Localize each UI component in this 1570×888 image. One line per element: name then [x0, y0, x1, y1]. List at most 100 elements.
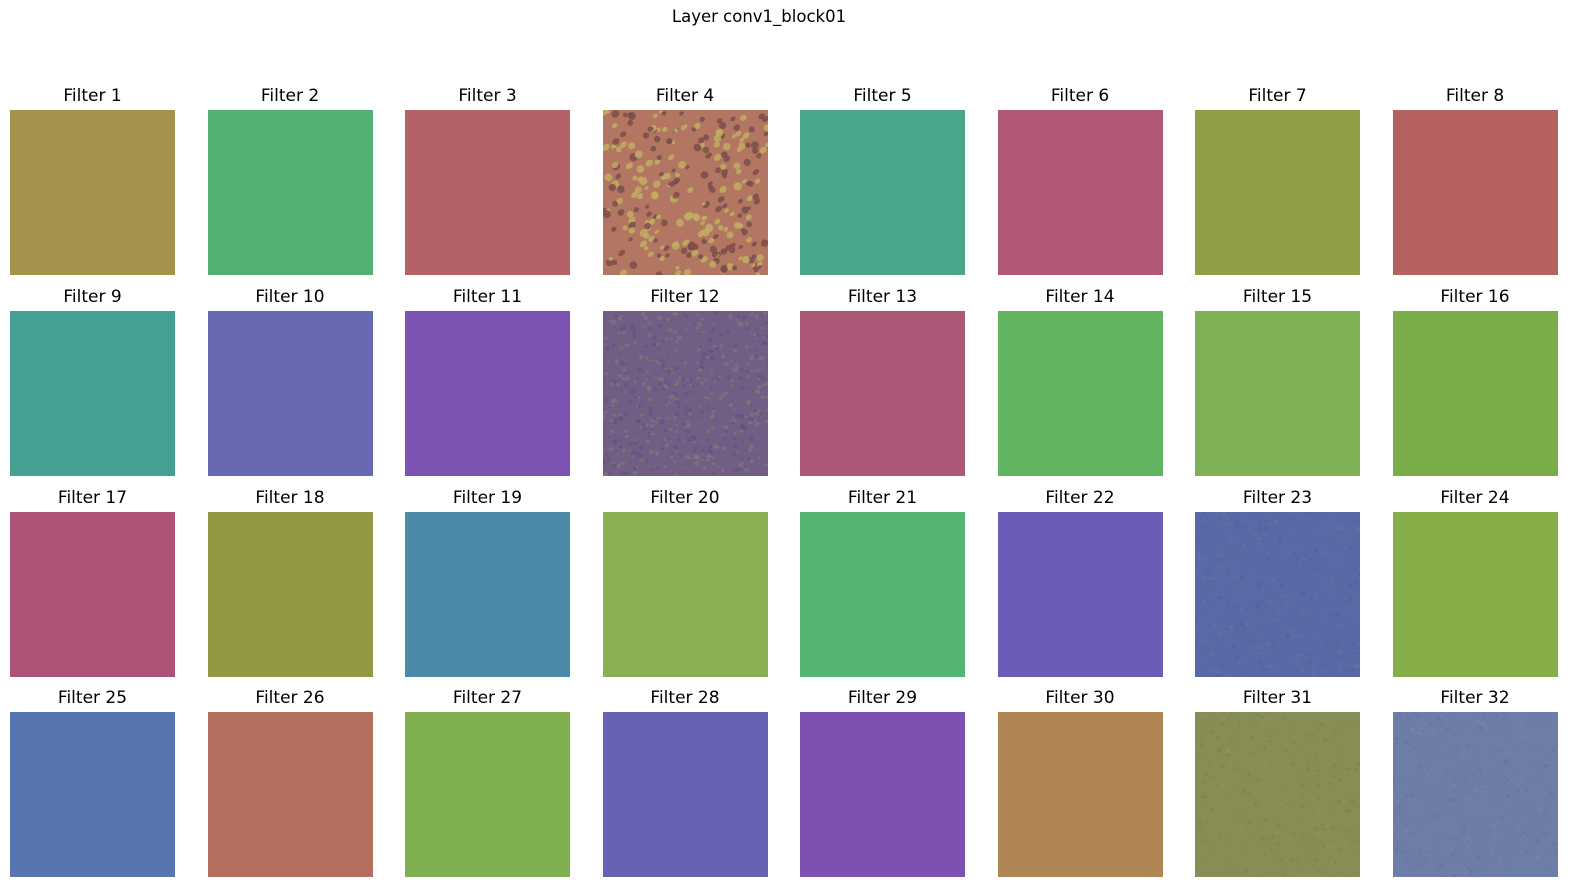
filter-image: [997, 511, 1163, 677]
filter-title: Filter 27: [452, 688, 523, 709]
filter-cell: Filter 25: [10, 688, 175, 880]
filter-image: [1392, 310, 1558, 476]
filter-visualization: [602, 712, 768, 878]
filter-image: [10, 110, 175, 275]
filter-image: [207, 110, 373, 275]
filter-cell: Filter 19: [405, 488, 570, 680]
filter-cell: Filter 28: [602, 688, 768, 880]
filter-visualization: [405, 712, 570, 878]
filter-visualization: [405, 511, 570, 677]
filter-cell: Filter 6: [997, 86, 1163, 278]
filter-image: [800, 511, 965, 677]
filter-visualization: [800, 712, 965, 878]
filter-cell: Filter 7: [1195, 86, 1360, 278]
filter-title: Filter 24: [1440, 487, 1510, 508]
filter-visualization: [1392, 712, 1558, 878]
filter-visualization: [405, 310, 570, 476]
filter-image: [800, 310, 965, 476]
filter-grid: Filter 1 Filter 2 Filter 3 Filter 4 Filter 5…: [10, 86, 1558, 888]
filter-image: [1195, 310, 1360, 476]
filter-title: Filter 3: [458, 86, 517, 106]
filter-visualization: [207, 310, 373, 476]
filter-cell: Filter 1: [10, 86, 175, 278]
filter-title: Filter 10: [255, 286, 325, 307]
filter-cell: Filter 18: [207, 488, 373, 680]
filter-cell: Filter 24: [1392, 488, 1558, 680]
filter-image: [997, 110, 1163, 275]
filter-visualization: [1392, 110, 1558, 275]
filter-image: [10, 511, 175, 677]
filter-cell: Filter 30: [997, 688, 1163, 880]
filter-image: [10, 712, 175, 878]
filter-title: Filter 23: [1242, 487, 1313, 508]
filter-title: Filter 17: [57, 487, 128, 508]
filter-title: Filter 8: [1445, 86, 1505, 106]
filter-title: Filter 31: [1242, 688, 1313, 709]
filter-title: Filter 18: [255, 487, 325, 508]
filter-visualization: [997, 511, 1163, 677]
filter-cell: Filter 32: [1392, 688, 1558, 880]
filter-title: Filter 16: [1440, 286, 1510, 307]
filter-title: Filter 30: [1045, 688, 1115, 709]
filter-title: Filter 29: [847, 688, 918, 709]
filter-image: [207, 712, 373, 878]
filter-visualization: [207, 110, 373, 275]
filter-image: [1195, 712, 1360, 878]
filter-visualization: [602, 110, 768, 275]
filter-visualization: [1392, 511, 1558, 677]
filter-cell: Filter 8: [1392, 86, 1558, 278]
filter-visualization: [207, 511, 373, 677]
filter-image: [602, 110, 768, 275]
filter-title: Filter 22: [1045, 487, 1115, 508]
filter-cell: Filter 10: [207, 287, 373, 479]
filter-title: Filter 15: [1242, 286, 1313, 307]
filter-title: Filter 6: [1050, 86, 1110, 106]
filter-title: Filter 26: [255, 688, 325, 709]
filter-title: Filter 19: [452, 487, 523, 508]
filter-image: [1392, 110, 1558, 275]
filter-visualization: [1195, 712, 1360, 878]
filter-title: Filter 12: [650, 286, 720, 307]
filter-image: [405, 511, 570, 677]
filter-visualization: [10, 511, 175, 677]
filter-cell: Filter 14: [997, 287, 1163, 479]
filter-image: [405, 310, 570, 476]
filter-cell: Filter 23: [1195, 488, 1360, 680]
filter-title: Filter 25: [57, 688, 128, 709]
figure-title: Layer conv1_block01: [671, 7, 847, 26]
filter-title: Filter 5: [853, 86, 912, 106]
filter-image: [602, 511, 768, 677]
filter-cell: Filter 20: [602, 488, 768, 680]
filter-image: [1392, 511, 1558, 677]
filter-cell: Filter 26: [207, 688, 373, 880]
filter-title: Filter 2: [260, 86, 320, 106]
filter-title: Filter 11: [452, 286, 523, 307]
filter-image: [1195, 511, 1360, 677]
filter-image: [602, 310, 768, 476]
filter-visualization: [997, 712, 1163, 878]
filter-image: [405, 712, 570, 878]
filter-visualization: [997, 110, 1163, 275]
filter-image: [997, 310, 1163, 476]
filter-cell: Filter 16: [1392, 287, 1558, 479]
filter-visualization: [1195, 511, 1360, 677]
filter-image: [10, 310, 175, 476]
filter-title: Filter 7: [1248, 86, 1307, 106]
filter-cell: Filter 13: [800, 287, 965, 479]
filter-image: [1195, 110, 1360, 275]
filter-visualization: [10, 110, 175, 275]
filter-visualization: [800, 310, 965, 476]
filter-cell: Filter 15: [1195, 287, 1360, 479]
filter-cell: Filter 5: [800, 86, 965, 278]
filter-title: Filter 1: [63, 86, 122, 106]
filter-visualization: [1195, 110, 1360, 275]
filter-cell: Filter 21: [800, 488, 965, 680]
filter-cell: Filter 12: [602, 287, 768, 479]
filter-image: [405, 110, 570, 275]
filter-image: [602, 712, 768, 878]
filter-visualization: [602, 310, 768, 476]
filter-visualization: [997, 310, 1163, 476]
filter-visualization: [10, 310, 175, 476]
filter-visualization: [10, 712, 175, 878]
filter-cell: Filter 4: [602, 86, 768, 278]
